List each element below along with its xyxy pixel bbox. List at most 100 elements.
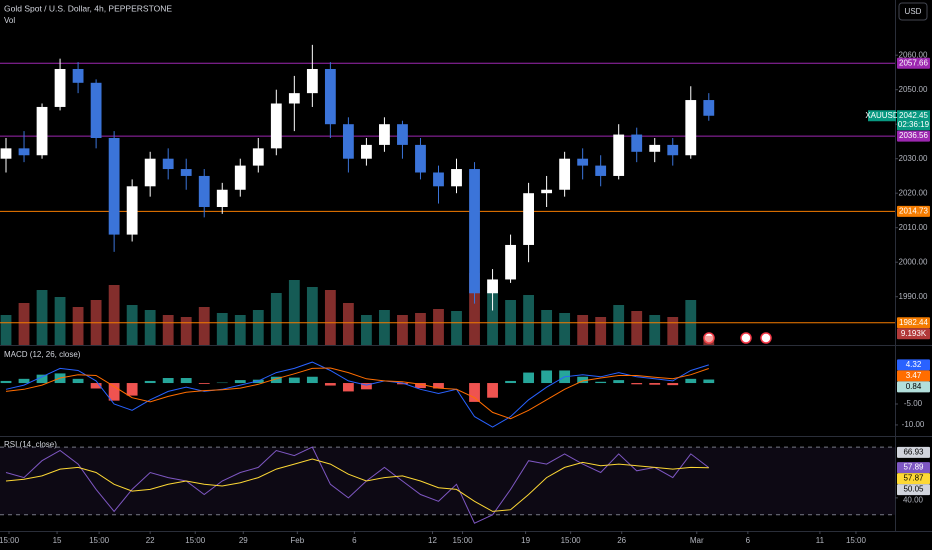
volume-bar — [631, 311, 643, 345]
macd-histogram-bar — [433, 383, 444, 389]
candle-body — [667, 144, 679, 156]
volume-bar — [234, 315, 246, 345]
band-label: 50.05 — [903, 485, 924, 494]
signal-value: 3.47 — [906, 371, 922, 380]
x-tick-label: 11 — [816, 536, 825, 545]
volume-bar — [559, 313, 571, 345]
candle-body — [36, 106, 48, 156]
macd-histogram-bar — [397, 383, 408, 385]
event-icon[interactable] — [740, 332, 752, 344]
macd-histogram-bar — [685, 378, 697, 384]
x-tick-label: 15:00 — [561, 536, 582, 545]
rsi-value-box — [897, 462, 930, 474]
candle-body — [505, 244, 516, 280]
candle-body — [397, 124, 408, 145]
candle-body — [144, 158, 156, 187]
volume-bar — [144, 310, 156, 345]
macd-histogram-bar — [18, 378, 30, 384]
volume-bar — [487, 290, 498, 345]
candle-body — [631, 134, 643, 152]
signal-value-box — [897, 370, 930, 382]
volume-bar — [108, 285, 120, 345]
currency: USD — [905, 7, 922, 16]
level-label: 2057.66 — [899, 58, 928, 67]
y-tick-label: 2000.00 — [899, 257, 928, 266]
candle-body — [0, 148, 12, 159]
macd-histogram-bar — [469, 383, 480, 402]
symbol: XAUUSD — [865, 111, 899, 120]
candle-body — [234, 165, 246, 190]
volume-bar — [703, 335, 715, 345]
event-icon[interactable] — [760, 332, 772, 344]
rsi-value: 57.89 — [903, 463, 924, 472]
macd-histogram-bar — [36, 374, 48, 384]
x-tick-label: Mar — [690, 536, 704, 545]
candle-body — [649, 144, 661, 152]
y-tick-label: -10.00 — [902, 420, 925, 429]
candle-body — [90, 82, 102, 138]
candle-body — [451, 169, 462, 187]
rsi-band-fill — [0, 447, 895, 515]
volume-bar — [613, 305, 625, 345]
candle-body — [126, 186, 138, 235]
volume-bar — [577, 315, 589, 345]
volume-bar — [649, 315, 661, 345]
volume-bar — [18, 303, 30, 345]
volume-bar — [54, 297, 66, 345]
candle-body — [433, 172, 444, 187]
macd-histogram-bar — [577, 376, 589, 384]
candle-body — [216, 189, 228, 207]
band-label: 66.93 — [903, 447, 924, 456]
currency-button[interactable] — [898, 2, 928, 21]
volume-bar — [162, 315, 174, 345]
macd-histogram-bar — [505, 380, 516, 384]
volume-bar — [342, 303, 354, 345]
x-tick-label: 22 — [146, 536, 155, 545]
volume-bar — [36, 290, 48, 345]
candle-body — [595, 165, 607, 176]
x-tick-label: 15:00 — [846, 536, 867, 545]
macd-histogram-bar — [541, 370, 553, 384]
volume-bar — [324, 290, 336, 345]
candle-body — [252, 148, 264, 166]
volume-bar — [252, 310, 264, 345]
macd-title: MACD (12, 26, close) — [4, 350, 81, 359]
macd-histogram-bar — [703, 379, 715, 384]
countdown: 02:36:19 — [898, 120, 930, 129]
volume-title: Vol — [4, 16, 15, 25]
macd-histogram-bar — [523, 372, 534, 384]
candle-body — [198, 175, 210, 207]
candle-body — [270, 103, 282, 149]
macd-histogram-bar — [613, 380, 625, 384]
y-tick-label: 2050.00 — [899, 85, 928, 94]
rsi-ma-value-box — [897, 473, 930, 485]
volume-bar — [469, 273, 480, 345]
volume-bar — [270, 293, 282, 345]
macd-histogram-bar — [126, 383, 138, 396]
volume-bar — [433, 309, 444, 345]
x-tick-label: 6 — [746, 536, 751, 545]
macd-histogram-bar — [306, 376, 318, 384]
x-tick-label: 12 — [428, 536, 437, 545]
x-tick-label: 15 — [53, 536, 62, 545]
volume-bar — [415, 313, 426, 345]
histogram-value: 0.84 — [906, 382, 922, 391]
volume-bar — [288, 280, 300, 345]
signal-line — [5, 367, 709, 420]
macd-histogram-bar — [649, 383, 661, 385]
y-tick-label: 2020.00 — [899, 188, 928, 197]
candle-body — [559, 158, 571, 190]
macd-histogram-bar — [288, 377, 300, 384]
level-label-box — [897, 205, 930, 217]
volume-bar — [379, 310, 390, 345]
macd-histogram-bar — [487, 383, 498, 398]
symbol-box — [868, 110, 896, 122]
x-tick-label: 15:00 — [0, 536, 20, 545]
last-price: 2042.45 — [899, 111, 928, 120]
candle-body — [180, 169, 192, 176]
volume-bar — [198, 307, 210, 345]
rsi-ma-value: 57.87 — [903, 474, 924, 483]
candle-body — [577, 158, 589, 166]
level-label: 1982.44 — [899, 318, 928, 327]
